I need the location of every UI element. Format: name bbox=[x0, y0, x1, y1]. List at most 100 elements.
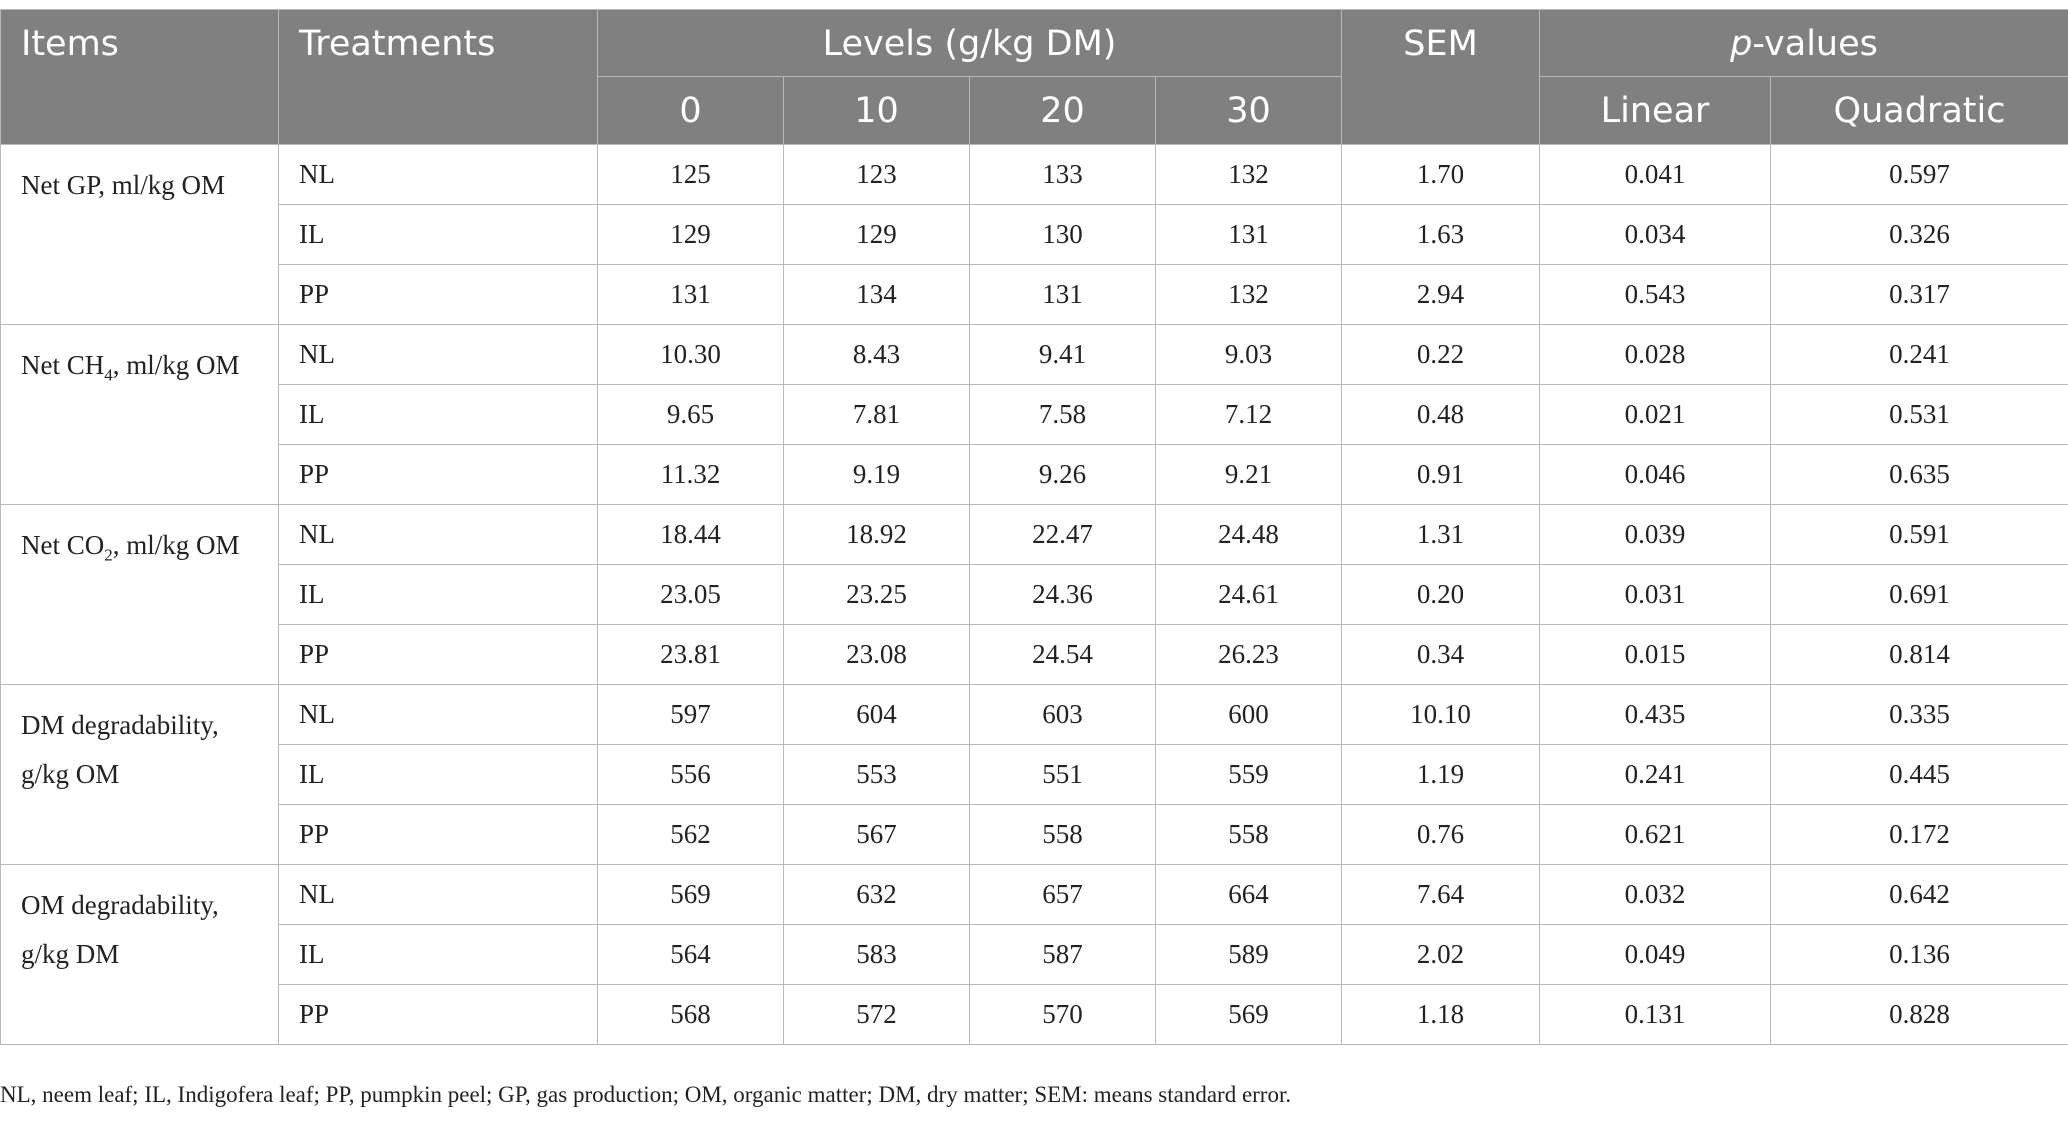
value-cell: 23.81 bbox=[597, 624, 784, 685]
table-row: DM degradability, g/kg OM NL 597 604 603 600 10… bbox=[0, 684, 2068, 865]
results-table: Items Treatments Levels (g/kg DM) SEM p-… bbox=[0, 9, 2068, 1045]
value-cell: 568 bbox=[597, 984, 784, 1045]
value-cell: 0.034 bbox=[1539, 204, 1772, 265]
value-cell: 9.26 bbox=[969, 444, 1156, 505]
value-cell: 0.34 bbox=[1341, 624, 1541, 685]
table-row: PP 562 567 558 558 0.76 0.621 0.172 bbox=[1, 804, 2068, 865]
treatment-cell: IL bbox=[278, 384, 598, 445]
value-cell: 131 bbox=[969, 264, 1156, 325]
table-row: PP 11.32 9.19 9.26 9.21 0.91 0.046 0.635 bbox=[1, 444, 2068, 505]
value-cell: 0.828 bbox=[1770, 984, 2068, 1045]
item-label-text: Net CO bbox=[21, 530, 105, 560]
value-cell: 0.22 bbox=[1341, 324, 1541, 385]
value-cell: 23.05 bbox=[597, 564, 784, 625]
table-row: IL 564 583 587 589 2.02 0.049 0.136 bbox=[1, 924, 2068, 985]
p-italic: p bbox=[1730, 24, 1753, 64]
value-cell: 2.02 bbox=[1341, 924, 1541, 985]
treatment-cell: NL bbox=[278, 684, 598, 745]
value-cell: 9.21 bbox=[1154, 444, 1343, 505]
treatment-cell: NL bbox=[278, 864, 598, 925]
value-cell: 558 bbox=[1154, 804, 1343, 865]
item-label: Net CH4, ml/kg OM bbox=[0, 324, 279, 505]
item-label-subscript: 2 bbox=[104, 545, 113, 565]
value-cell: 9.03 bbox=[1154, 324, 1343, 385]
value-cell: 567 bbox=[783, 804, 970, 865]
value-cell: 0.91 bbox=[1341, 444, 1541, 505]
treatment-cell: IL bbox=[278, 924, 598, 985]
value-cell: 0.635 bbox=[1770, 444, 2068, 505]
treatment-cell: PP bbox=[278, 264, 598, 325]
value-cell: 0.691 bbox=[1770, 564, 2068, 625]
value-cell: 587 bbox=[969, 924, 1156, 985]
header-level-30: 30 bbox=[1154, 76, 1343, 145]
value-cell: 0.435 bbox=[1539, 684, 1772, 745]
table-body: Net GP, ml/kg OM NL 125 123 133 132 1.70 0.041 0… bbox=[0, 144, 2068, 1045]
table-row: OM degradability, g/kg DM NL 569 632 657 664 7.… bbox=[0, 864, 2068, 1045]
value-cell: 604 bbox=[783, 684, 970, 745]
value-cell: 123 bbox=[783, 144, 970, 205]
value-cell: 632 bbox=[783, 864, 970, 925]
treatment-cell: NL bbox=[278, 144, 598, 205]
value-cell: 664 bbox=[1154, 864, 1343, 925]
value-cell: 572 bbox=[783, 984, 970, 1045]
value-cell: 131 bbox=[597, 264, 784, 325]
value-cell: 569 bbox=[597, 864, 784, 925]
header-items: Items bbox=[0, 9, 279, 145]
value-cell: 125 bbox=[597, 144, 784, 205]
treatment-cell: IL bbox=[278, 744, 598, 805]
value-cell: 7.64 bbox=[1341, 864, 1541, 925]
value-cell: 9.41 bbox=[969, 324, 1156, 385]
value-cell: 0.335 bbox=[1770, 684, 2068, 745]
treatment-cell: IL bbox=[278, 204, 598, 265]
value-cell: 129 bbox=[597, 204, 784, 265]
value-cell: 23.25 bbox=[783, 564, 970, 625]
value-cell: 0.041 bbox=[1539, 144, 1772, 205]
table-row: PP 568 572 570 569 1.18 0.131 0.828 bbox=[1, 984, 2068, 1045]
value-cell: 0.48 bbox=[1341, 384, 1541, 445]
value-cell: 1.19 bbox=[1341, 744, 1541, 805]
value-cell: 0.136 bbox=[1770, 924, 2068, 985]
value-cell: 0.76 bbox=[1341, 804, 1541, 865]
table-footnote: NL, neem leaf; IL, Indigofera leaf; PP, … bbox=[0, 1082, 1292, 1107]
value-cell: 657 bbox=[969, 864, 1156, 925]
value-cell: 1.18 bbox=[1341, 984, 1541, 1045]
value-cell: 1.63 bbox=[1341, 204, 1541, 265]
value-cell: 0.597 bbox=[1770, 144, 2068, 205]
value-cell: 131 bbox=[1154, 204, 1343, 265]
value-cell: 9.19 bbox=[783, 444, 970, 505]
item-label: Net CO2, ml/kg OM bbox=[0, 504, 279, 685]
value-cell: 553 bbox=[783, 744, 970, 805]
value-cell: 597 bbox=[597, 684, 784, 745]
treatment-cell: PP bbox=[278, 624, 598, 685]
item-label: OM degradability, g/kg DM bbox=[0, 864, 279, 1045]
value-cell: 583 bbox=[783, 924, 970, 985]
value-cell: 1.31 bbox=[1341, 504, 1541, 565]
value-cell: 0.021 bbox=[1539, 384, 1772, 445]
value-cell: 26.23 bbox=[1154, 624, 1343, 685]
value-cell: 556 bbox=[597, 744, 784, 805]
header-quadratic: Quadratic bbox=[1770, 76, 2068, 145]
value-cell: 0.049 bbox=[1539, 924, 1772, 985]
value-cell: 559 bbox=[1154, 744, 1343, 805]
table-header: Items Treatments Levels (g/kg DM) SEM p-… bbox=[0, 9, 2068, 145]
header-sem: SEM bbox=[1341, 9, 1541, 145]
header-level-20: 20 bbox=[969, 76, 1156, 145]
value-cell: 551 bbox=[969, 744, 1156, 805]
header-level-10: 10 bbox=[783, 76, 970, 145]
item-label-text: Net GP, ml/kg OM bbox=[21, 170, 226, 200]
value-cell: 7.81 bbox=[783, 384, 970, 445]
item-label-line2: g/kg DM bbox=[21, 939, 120, 969]
value-cell: 600 bbox=[1154, 684, 1343, 745]
item-label: Net GP, ml/kg OM bbox=[0, 144, 279, 325]
value-cell: 0.445 bbox=[1770, 744, 2068, 805]
header-levels: Levels (g/kg DM) bbox=[596, 9, 1343, 77]
value-cell: 18.92 bbox=[783, 504, 970, 565]
value-cell: 18.44 bbox=[597, 504, 784, 565]
value-cell: 0.046 bbox=[1539, 444, 1772, 505]
value-cell: 24.48 bbox=[1154, 504, 1343, 565]
item-label-line2: g/kg OM bbox=[21, 759, 120, 789]
value-cell: 0.591 bbox=[1770, 504, 2068, 565]
item-label-suffix: , ml/kg OM bbox=[112, 530, 240, 560]
value-cell: 0.031 bbox=[1539, 564, 1772, 625]
treatment-cell: NL bbox=[278, 324, 598, 385]
